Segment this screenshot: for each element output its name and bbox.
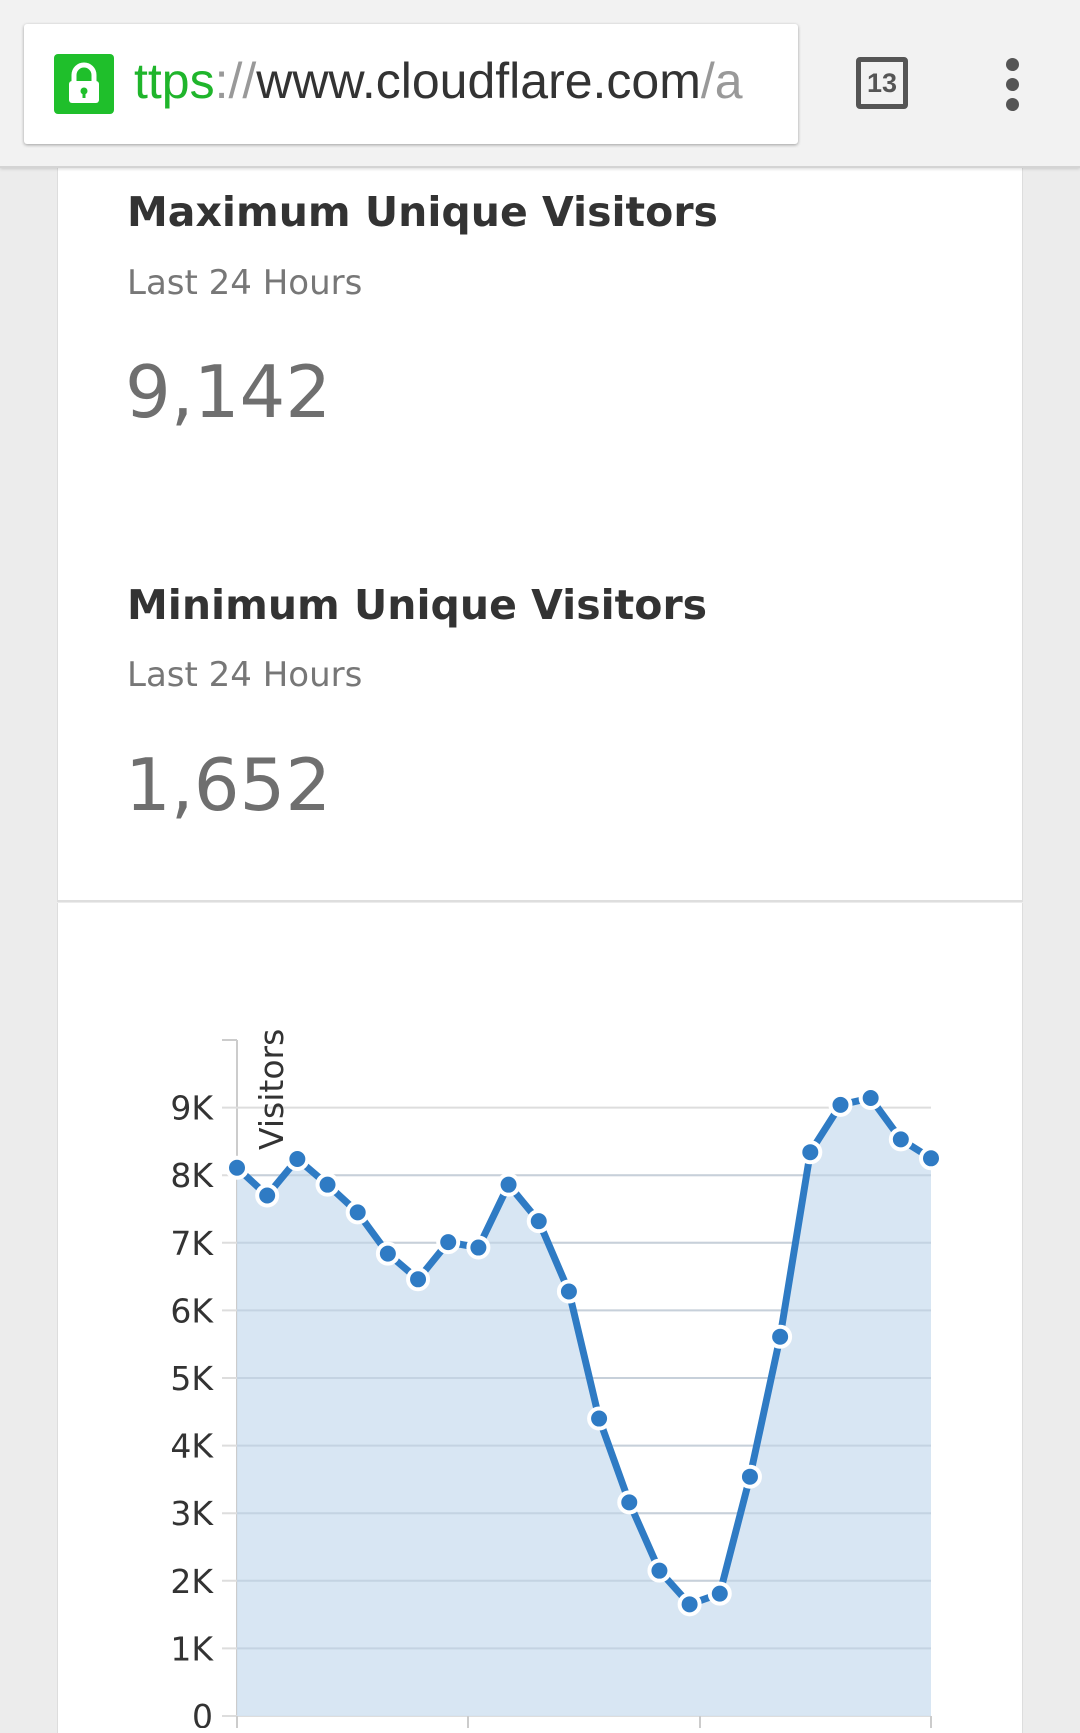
max-visitors-subtitle: Last 24 Hours <box>127 263 363 303</box>
max-visitors-title: Maximum Unique Visitors <box>127 188 718 236</box>
chart-card <box>57 903 1023 1733</box>
min-visitors-title: Minimum Unique Visitors <box>127 581 708 629</box>
address-bar[interactable]: ttps://www.cloudflare.com/a <box>24 24 798 144</box>
url-path: /a <box>700 53 743 109</box>
max-visitors-value: 9,142 <box>125 350 332 434</box>
min-visitors-value: 1,652 <box>125 743 332 827</box>
divider <box>57 900 1023 902</box>
browser-toolbar: ttps://www.cloudflare.com/a 13 <box>0 0 1080 168</box>
tab-switcher-button[interactable]: 13 <box>856 57 908 109</box>
min-visitors-subtitle: Last 24 Hours <box>127 655 363 695</box>
url-separator: :// <box>214 53 257 109</box>
url-text[interactable]: ttps://www.cloudflare.com/a <box>134 52 784 110</box>
url-scheme: ttps <box>134 53 215 109</box>
url-host: www.cloudflare.com <box>256 53 701 109</box>
stats-card: Maximum Unique Visitors Last 24 Hours 9,… <box>57 160 1023 901</box>
lock-icon <box>54 54 114 114</box>
overflow-menu-icon[interactable] <box>1000 58 1024 112</box>
